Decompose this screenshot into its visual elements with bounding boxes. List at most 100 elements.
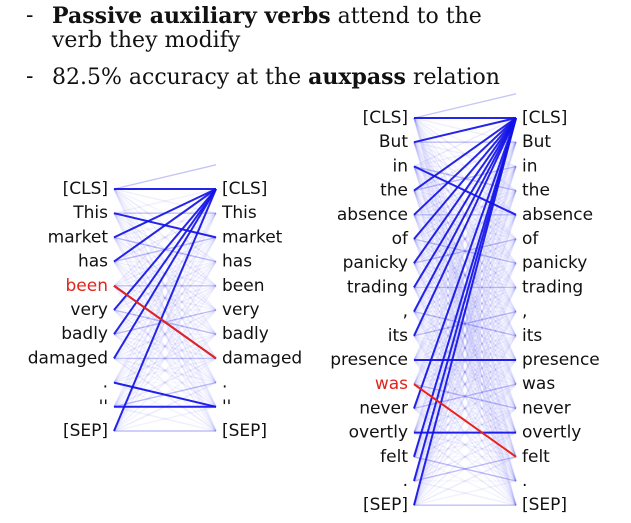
faint-attention-edge <box>413 166 517 385</box>
faint-attention-edge <box>413 214 517 337</box>
faint-attention-edge <box>413 117 517 361</box>
faint-attention-edge <box>413 165 517 313</box>
strong-attention-edge <box>413 117 517 506</box>
faint-attention-edge <box>413 166 517 337</box>
faint-attention-edge <box>413 359 517 458</box>
faint-attention-edge <box>413 456 517 506</box>
faint-attention-edge <box>413 190 517 506</box>
faint-attention-edge <box>113 285 217 384</box>
faint-attention-edge <box>413 407 517 482</box>
strong-attention-edge <box>113 188 217 263</box>
faint-attention-edge <box>413 310 517 337</box>
faint-attention-edge <box>113 212 217 263</box>
faint-attention-edge <box>113 236 217 359</box>
faint-attention-edge <box>413 117 517 168</box>
bullet-bold-text: Passive auxiliary verbs <box>52 3 331 29</box>
faint-attention-edge <box>413 335 517 434</box>
faint-attention-edge <box>413 238 517 506</box>
faint-attention-edge <box>113 261 217 432</box>
faint-attention-edge <box>113 357 217 408</box>
strong-attention-edge <box>113 188 217 335</box>
faint-attention-edge <box>413 431 517 458</box>
left-token: . <box>403 471 408 491</box>
faint-attention-edge <box>413 311 517 482</box>
faint-attention-edge <box>413 311 517 434</box>
faint-attention-edge <box>113 309 217 384</box>
faint-attention-edge <box>413 166 517 506</box>
medium-attention-edge <box>413 383 517 410</box>
right-token: the <box>522 181 550 201</box>
faint-attention-edge <box>113 333 217 384</box>
faint-attention-edge <box>113 212 217 359</box>
faint-attention-edge <box>113 212 217 263</box>
bullet-text: relation <box>405 65 500 90</box>
faint-attention-edge <box>413 335 517 409</box>
faint-attention-edge <box>413 141 517 409</box>
faint-attention-edge <box>113 309 217 360</box>
faint-attention-edge <box>413 311 517 482</box>
right-token: its <box>522 326 542 346</box>
faint-attention-edge <box>413 117 517 361</box>
faint-attention-edge <box>413 359 517 385</box>
right-token: was <box>522 374 555 394</box>
faint-attention-edge <box>413 335 517 434</box>
faint-attention-edge <box>413 190 517 458</box>
faint-attention-edge <box>413 262 517 385</box>
faint-attention-edge <box>413 166 517 482</box>
left-token: been <box>66 276 108 296</box>
bullet-text: attend to the <box>330 4 482 29</box>
left-token: overtly <box>349 423 408 443</box>
faint-attention-edge <box>413 190 517 361</box>
faint-attention-edge <box>413 359 517 434</box>
faint-attention-edge <box>413 166 517 385</box>
right-token: trading <box>522 277 583 297</box>
faint-attention-edge <box>113 236 217 359</box>
highlighted-attention-edge <box>113 284 217 360</box>
faint-attention-edge <box>413 335 517 361</box>
faint-attention-edge <box>413 286 517 385</box>
left-token: its <box>388 326 408 346</box>
faint-attention-edge <box>413 480 517 506</box>
strong-attention-edge <box>413 117 517 458</box>
medium-attention-edge <box>413 310 517 337</box>
right-token: This <box>221 203 257 223</box>
strong-attention-edge <box>413 117 517 313</box>
right-token: '' <box>222 397 231 417</box>
faint-attention-edge <box>413 238 517 506</box>
faint-attention-edge <box>413 214 517 458</box>
faint-attention-edge <box>413 287 517 506</box>
faint-attention-edge <box>113 236 217 335</box>
faint-attention-edge <box>413 286 517 409</box>
faint-attention-edge <box>413 311 517 385</box>
medium-attention-edge <box>413 456 517 482</box>
faint-attention-edge <box>113 212 217 383</box>
right-token: . <box>522 471 527 491</box>
faint-attention-edge <box>413 238 517 313</box>
faint-attention-edge <box>113 309 217 432</box>
strong-attention-edge <box>413 117 517 482</box>
faint-attention-edge <box>413 287 517 482</box>
faint-attention-edge <box>413 262 517 482</box>
strong-attention-edge <box>413 117 517 144</box>
faint-attention-edge <box>413 335 517 458</box>
bullet-accuracy: - 82.5% accuracy at the auxpass relation <box>26 65 626 90</box>
faint-attention-edge <box>413 117 517 433</box>
faint-attention-edge <box>413 142 517 506</box>
faint-attention-edge <box>413 383 517 410</box>
faint-attention-edge <box>113 333 217 408</box>
faint-attention-edge <box>413 287 517 506</box>
faint-attention-edge <box>413 335 517 458</box>
right-token: overtly <box>522 423 581 443</box>
right-token: panicky <box>522 253 587 273</box>
left-token: This <box>72 203 108 223</box>
bullet-text-cont: verb they modify <box>52 28 241 53</box>
faint-attention-edge <box>413 214 517 288</box>
faint-attention-edge <box>113 309 217 360</box>
faint-attention-edge <box>113 333 217 360</box>
faint-attention-edge <box>413 311 517 385</box>
medium-attention-edge <box>113 164 217 190</box>
right-token: of <box>522 229 539 249</box>
right-token: presence <box>522 350 600 370</box>
faint-attention-edge <box>113 357 217 384</box>
faint-attention-edge <box>113 188 217 287</box>
